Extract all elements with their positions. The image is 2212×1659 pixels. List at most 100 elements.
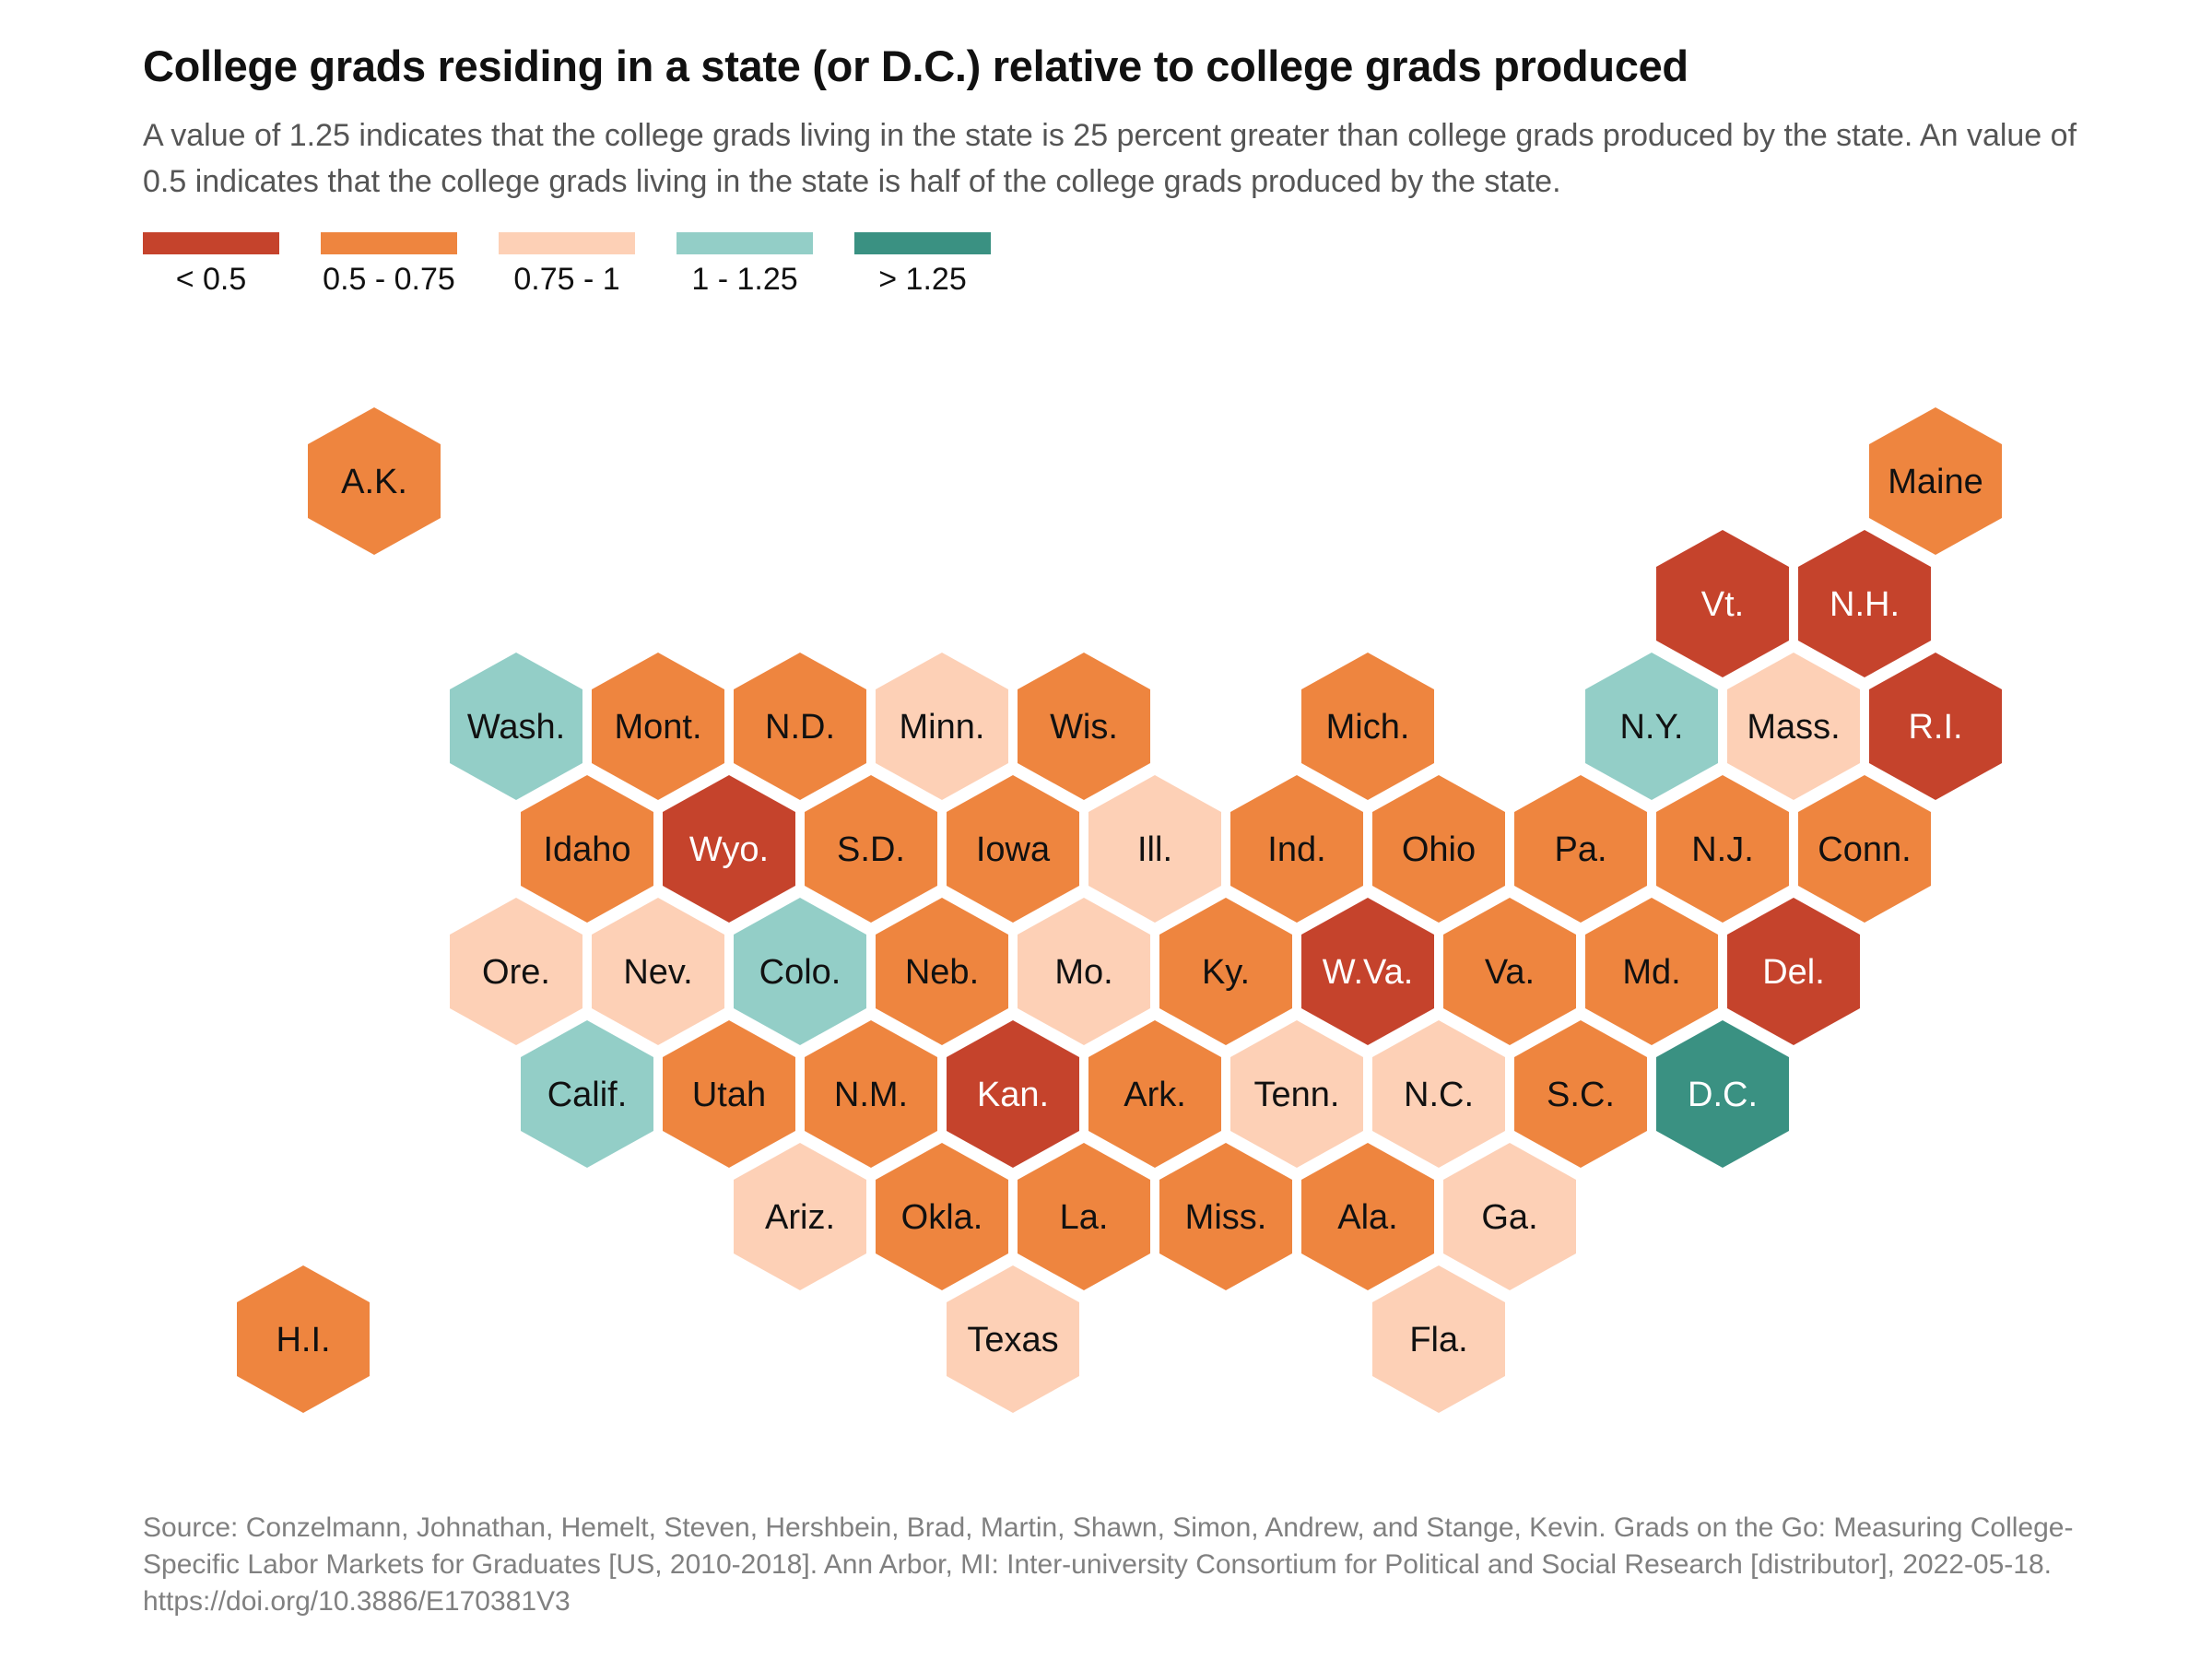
state-hex: [734, 1143, 866, 1290]
state-hex: [592, 653, 724, 800]
state-label: Ill.: [1137, 830, 1172, 869]
legend-item-0-5-to-0-75: 0.5 - 0.75: [321, 232, 457, 297]
state-hex: [1159, 1143, 1292, 1290]
state-label: Idaho: [543, 830, 630, 869]
state-hex: [521, 775, 653, 923]
state-hex: [1656, 530, 1789, 677]
state-tile-a-k: A.K.: [308, 407, 441, 555]
state-label: Miss.: [1185, 1198, 1267, 1237]
state-tile-mass: Mass.: [1727, 653, 1860, 800]
state-hex: [592, 898, 724, 1045]
legend-swatch: [499, 232, 635, 254]
state-tile-wis: Wis.: [1018, 653, 1150, 800]
state-tile-neb: Neb.: [876, 898, 1008, 1045]
state-hex: [1869, 653, 2002, 800]
state-tile-md: Md.: [1585, 898, 1718, 1045]
state-tile-ill: Ill.: [1088, 775, 1221, 923]
state-label: Pa.: [1554, 830, 1606, 869]
state-tile-ga: Ga.: [1443, 1143, 1576, 1290]
state-label: Nev.: [623, 953, 692, 992]
state-hex: [1798, 775, 1931, 923]
state-label: Utah: [692, 1076, 766, 1114]
state-hex: [1018, 898, 1150, 1045]
state-hex: [308, 407, 441, 555]
state-tile-ark: Ark.: [1088, 1020, 1221, 1168]
state-hex: [1727, 898, 1860, 1045]
state-tile-fla: Fla.: [1372, 1265, 1505, 1413]
state-hex: [876, 898, 1008, 1045]
state-tile-d-c: D.C.: [1656, 1020, 1789, 1168]
state-tile-mo: Mo.: [1018, 898, 1150, 1045]
state-label: Wash.: [467, 708, 565, 747]
state-hex: [947, 775, 1079, 923]
state-tile-ore: Ore.: [450, 898, 582, 1045]
state-hex: [1018, 653, 1150, 800]
state-label: N.D.: [765, 708, 835, 747]
state-label: Mont.: [614, 708, 701, 747]
state-hex: [1727, 653, 1860, 800]
state-tile-pa: Pa.: [1514, 775, 1647, 923]
legend-swatch: [677, 232, 813, 254]
state-tile-utah: Utah: [663, 1020, 795, 1168]
state-tile-maine: Maine: [1869, 407, 2002, 555]
state-tile-okla: Okla.: [876, 1143, 1008, 1290]
state-label: N.J.: [1691, 830, 1754, 869]
state-label: La.: [1060, 1198, 1109, 1237]
chart-subtitle: A value of 1.25 indicates that the colle…: [143, 118, 2077, 199]
state-tile-n-d: N.D.: [734, 653, 866, 800]
state-label: Colo.: [759, 953, 841, 992]
state-hex: [1656, 775, 1789, 923]
state-tile-n-j: N.J.: [1656, 775, 1789, 923]
state-label: Iowa: [976, 830, 1051, 869]
state-hex: [734, 653, 866, 800]
state-hex: [1372, 1265, 1505, 1413]
state-hex: [1230, 1020, 1363, 1168]
legend-label: > 1.25: [878, 262, 967, 297]
state-label: Ore.: [482, 953, 550, 992]
state-tile-ky: Ky.: [1159, 898, 1292, 1045]
state-tile-vt: Vt.: [1656, 530, 1789, 677]
state-label: Ind.: [1267, 830, 1325, 869]
state-label: Ala.: [1337, 1198, 1397, 1237]
state-hex: [1230, 775, 1363, 923]
state-label: N.M.: [834, 1076, 908, 1114]
state-tile-s-c: S.C.: [1514, 1020, 1647, 1168]
state-hex: [876, 1143, 1008, 1290]
state-hex: [1585, 653, 1718, 800]
state-tile-h-i: H.I.: [237, 1265, 370, 1413]
state-label: Mich.: [1326, 708, 1410, 747]
state-hex: [1159, 898, 1292, 1045]
legend-label: 0.75 - 1: [513, 262, 620, 297]
state-label: Calif.: [547, 1076, 628, 1114]
state-tile-kan: Kan.: [947, 1020, 1079, 1168]
state-label: Minn.: [900, 708, 985, 747]
state-hex: [947, 1265, 1079, 1413]
state-tile-ariz: Ariz.: [734, 1143, 866, 1290]
state-label: Mo.: [1054, 953, 1112, 992]
state-tile-idaho: Idaho: [521, 775, 653, 923]
state-hex: [663, 1020, 795, 1168]
state-tile-s-d: S.D.: [805, 775, 937, 923]
state-tile-wyo: Wyo.: [663, 775, 795, 923]
state-label: Va.: [1485, 953, 1535, 992]
state-label: Wis.: [1050, 708, 1118, 747]
state-hex: [1088, 775, 1221, 923]
state-hex: [805, 775, 937, 923]
state-hex: [1372, 1020, 1505, 1168]
state-label: Fla.: [1409, 1321, 1467, 1359]
state-label: Ariz.: [765, 1198, 835, 1237]
state-hex: [663, 775, 795, 923]
state-label: Mass.: [1747, 708, 1840, 747]
state-hex: [1301, 653, 1434, 800]
state-hex: [1798, 530, 1931, 677]
state-hex: [1018, 1143, 1150, 1290]
state-tile-minn: Minn.: [876, 653, 1008, 800]
state-label: Wyo.: [689, 830, 769, 869]
state-label: Maine: [1888, 463, 1983, 501]
state-hex: [1869, 407, 2002, 555]
state-tile-del: Del.: [1727, 898, 1860, 1045]
state-hex: [521, 1020, 653, 1168]
state-hex: [1301, 1143, 1434, 1290]
state-hex: [1301, 898, 1434, 1045]
